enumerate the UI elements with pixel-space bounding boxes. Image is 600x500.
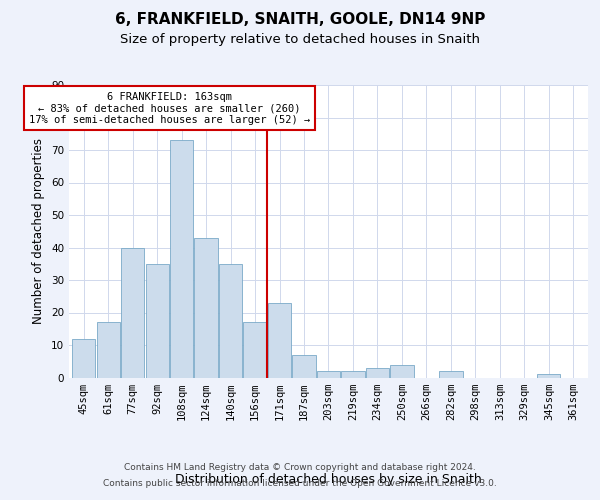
Bar [341,371,365,378]
Bar [219,264,242,378]
Bar [72,338,95,378]
Bar [292,355,316,378]
Text: 6 FRANKFIELD: 163sqm
← 83% of detached houses are smaller (260)
17% of semi-deta: 6 FRANKFIELD: 163sqm ← 83% of detached h… [29,92,310,124]
Bar [121,248,144,378]
Bar [146,264,169,378]
Bar [537,374,560,378]
Text: Contains public sector information licensed under the Open Government Licence v3: Contains public sector information licen… [103,478,497,488]
Bar [97,322,120,378]
Bar [366,368,389,378]
X-axis label: Distribution of detached houses by size in Snaith: Distribution of detached houses by size … [175,472,482,486]
Text: Size of property relative to detached houses in Snaith: Size of property relative to detached ho… [120,32,480,46]
Bar [439,371,463,378]
Bar [170,140,193,378]
Bar [244,322,266,378]
Bar [317,371,340,378]
Text: 6, FRANKFIELD, SNAITH, GOOLE, DN14 9NP: 6, FRANKFIELD, SNAITH, GOOLE, DN14 9NP [115,12,485,28]
Y-axis label: Number of detached properties: Number of detached properties [32,138,46,324]
Bar [268,302,291,378]
Bar [391,364,413,378]
Bar [194,238,218,378]
Text: Contains HM Land Registry data © Crown copyright and database right 2024.: Contains HM Land Registry data © Crown c… [124,464,476,472]
